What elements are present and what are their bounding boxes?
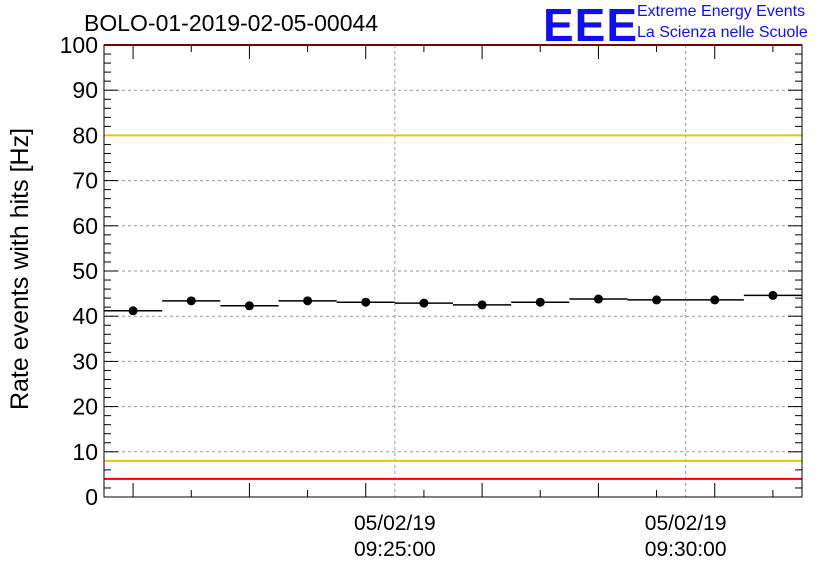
data-point: [303, 296, 313, 306]
data-point: [419, 298, 429, 308]
y-tick-label: 0: [85, 484, 98, 510]
data-point: [477, 300, 487, 310]
x-tick-label-time: 09:25:00: [354, 538, 436, 561]
y-tick-label: 50: [72, 258, 98, 284]
y-tick-label: 100: [60, 32, 98, 58]
chart-title: BOLO-01-2019-02-05-00044: [84, 10, 379, 36]
x-tick-label-date: 05/02/19: [354, 512, 436, 535]
logo-subtitle-line1: Extreme Energy Events: [637, 3, 806, 20]
data-point: [128, 306, 138, 316]
data-point: [710, 295, 720, 305]
data-point: [186, 296, 196, 306]
data-point: [593, 294, 603, 304]
y-tick-label: 90: [72, 77, 98, 103]
eee-logo: EEE: [543, 0, 639, 51]
y-tick-label: 30: [72, 348, 98, 374]
data-point: [535, 297, 545, 307]
y-tick-label: 70: [72, 168, 98, 194]
data-point: [244, 301, 254, 311]
y-axis-label: Rate events with hits [Hz]: [6, 128, 34, 410]
y-tick-label: 80: [72, 122, 98, 148]
data-point: [652, 295, 662, 305]
data-point: [361, 297, 371, 307]
plot-frame: [103, 44, 803, 498]
logo-subtitle-line2: La Scienza nelle Scuole: [637, 24, 808, 41]
x-tick-label-date: 05/02/19: [645, 512, 727, 535]
x-tick-label-time: 09:30:00: [645, 538, 727, 561]
y-tick-label: 40: [72, 303, 98, 329]
y-tick-label: 60: [72, 213, 98, 239]
y-tick-label: 20: [72, 394, 98, 420]
data-point: [768, 290, 778, 300]
y-tick-label: 10: [72, 439, 98, 465]
